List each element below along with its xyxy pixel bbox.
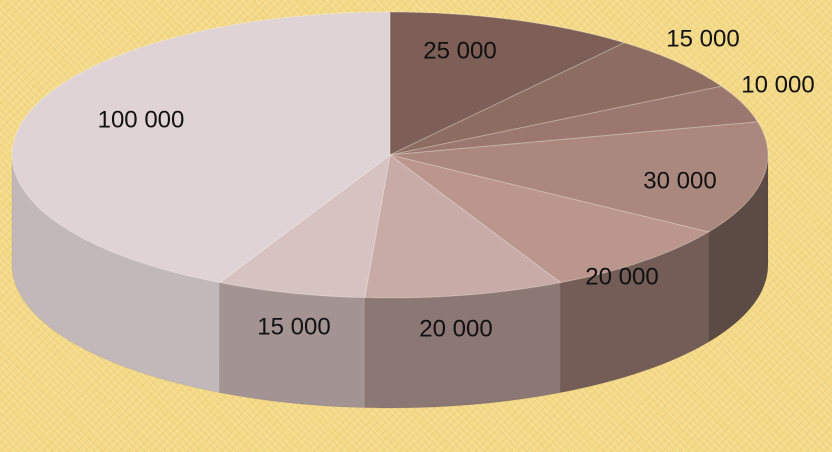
pie-top-face [11,11,769,299]
pie-slice-3 [389,85,759,156]
pie-slice-5 [389,154,710,284]
data-label-5: 20 000 [585,263,658,290]
pie-slice-1 [389,11,626,156]
pie-side-slice-6 [364,282,561,409]
pie-slice-2 [389,42,723,156]
pie-side-slice-7 [219,282,366,409]
pie-slice-8 [11,11,391,284]
data-label-3: 10 000 [741,71,814,98]
pie-slice-7 [218,153,391,299]
data-label-7: 15 000 [257,313,330,340]
data-label-6: 20 000 [419,315,492,342]
data-label-8: 100 000 [98,106,185,133]
pie-slice-4 [389,121,769,233]
data-label-4: 30 000 [643,167,716,194]
pie-slice-6 [364,154,562,299]
data-label-2: 15 000 [666,25,739,52]
data-label-1: 25 000 [423,37,496,64]
